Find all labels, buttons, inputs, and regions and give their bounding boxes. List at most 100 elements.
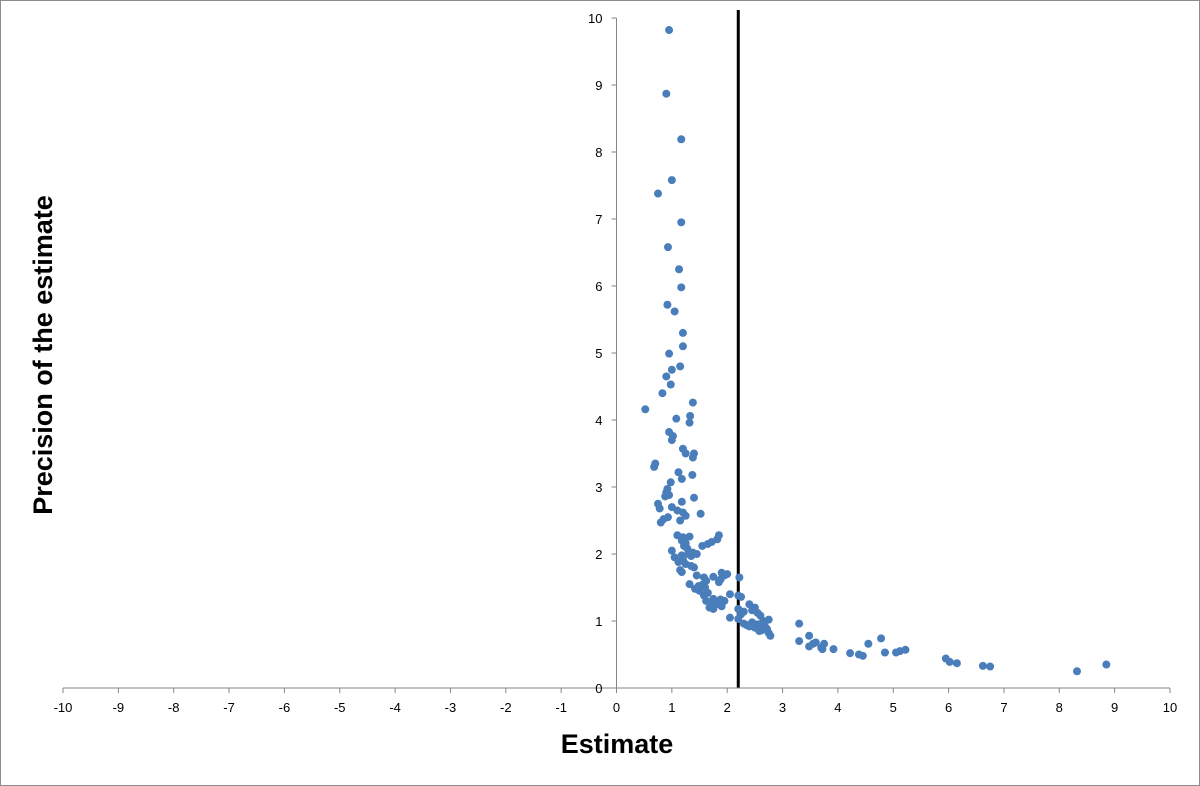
data-point (663, 243, 672, 252)
data-point (662, 372, 671, 381)
data-point (654, 189, 663, 198)
x-tick-label: -6 (279, 700, 291, 715)
axes-layer: -10 -9 -8 -7 -6 -5 -4 -3 -2 -1 0 1 2 3 4 5 6 7 8 9 100123456… (54, 11, 1178, 715)
data-point (672, 414, 681, 423)
x-tick-label: -2 (500, 700, 512, 715)
y-tick-label: 3 (595, 480, 602, 495)
data-point (674, 558, 683, 567)
data-points-layer (641, 26, 1111, 676)
data-point (675, 265, 684, 274)
x-tick-label: 0 (613, 700, 620, 715)
data-point (681, 511, 690, 520)
data-point (681, 449, 690, 458)
x-tick-label: 7 (1000, 700, 1007, 715)
x-tick-label: 10 (1163, 700, 1177, 715)
x-tick-label: -8 (168, 700, 180, 715)
y-tick-label: 0 (595, 681, 602, 696)
data-point (655, 504, 664, 513)
data-point (662, 89, 671, 98)
data-point (685, 580, 694, 589)
data-point (766, 631, 775, 640)
data-point (688, 398, 697, 407)
x-tick-label: 6 (945, 700, 952, 715)
y-axis-title: Precision of the estimate (28, 195, 58, 515)
x-tick-label: 5 (890, 700, 897, 715)
data-point (858, 651, 867, 660)
data-point (678, 342, 687, 351)
data-point (986, 662, 995, 671)
data-point (864, 639, 873, 648)
data-point (677, 568, 686, 577)
data-point (952, 659, 961, 668)
data-point (663, 300, 672, 309)
data-point (901, 645, 910, 654)
data-point (678, 328, 687, 337)
data-point (677, 283, 686, 292)
x-tick-label: -4 (389, 700, 401, 715)
x-tick-label: 1 (668, 700, 675, 715)
data-point (667, 176, 676, 185)
data-point (805, 631, 814, 640)
x-tick-label: 9 (1111, 700, 1118, 715)
data-point (696, 509, 705, 518)
data-point (687, 552, 696, 561)
x-tick-label: -5 (334, 700, 346, 715)
data-point (661, 492, 670, 501)
y-tick-label: 2 (595, 547, 602, 562)
data-point (689, 493, 698, 502)
data-point (685, 418, 694, 427)
y-tick-label: 10 (588, 11, 602, 26)
data-point (725, 590, 734, 599)
y-tick-label: 1 (595, 614, 602, 629)
data-point (667, 546, 676, 555)
x-tick-label: -7 (223, 700, 235, 715)
data-point (1102, 660, 1111, 669)
data-point (805, 642, 814, 651)
y-tick-label: 9 (595, 78, 602, 93)
data-point (698, 541, 707, 550)
data-point (666, 380, 675, 389)
data-point (880, 648, 889, 657)
data-point (1073, 667, 1082, 676)
y-tick-label: 7 (595, 212, 602, 227)
y-tick-label: 4 (595, 413, 602, 428)
data-point (641, 405, 650, 414)
data-point (737, 592, 746, 601)
data-point (670, 307, 679, 316)
data-point (734, 614, 743, 623)
data-point (677, 218, 686, 227)
x-tick-label: -10 (54, 700, 73, 715)
data-point (755, 627, 764, 636)
data-point (688, 453, 697, 462)
data-point (795, 619, 804, 628)
data-point (656, 518, 665, 527)
data-point (709, 572, 718, 581)
x-axis-title: Estimate (561, 729, 674, 759)
data-point (709, 604, 718, 613)
y-tick-label: 6 (595, 279, 602, 294)
x-tick-label: 3 (779, 700, 786, 715)
y-tick-label: 5 (595, 346, 602, 361)
x-tick-label: 8 (1056, 700, 1063, 715)
data-point (818, 645, 827, 654)
data-point (688, 470, 697, 479)
data-point (677, 135, 686, 144)
data-point (674, 468, 683, 477)
x-tick-label: -3 (445, 700, 457, 715)
data-point (846, 649, 855, 658)
data-point (686, 411, 695, 420)
x-tick-label: -1 (555, 700, 567, 715)
data-point (692, 571, 701, 580)
data-point (658, 389, 667, 398)
data-point (877, 634, 886, 643)
data-point (676, 516, 685, 525)
data-point (650, 462, 659, 471)
data-point (677, 497, 686, 506)
x-tick-label: -9 (113, 700, 125, 715)
y-tick-label: 8 (595, 145, 602, 160)
data-point (685, 532, 694, 541)
data-point (829, 645, 838, 654)
data-point (667, 365, 676, 374)
